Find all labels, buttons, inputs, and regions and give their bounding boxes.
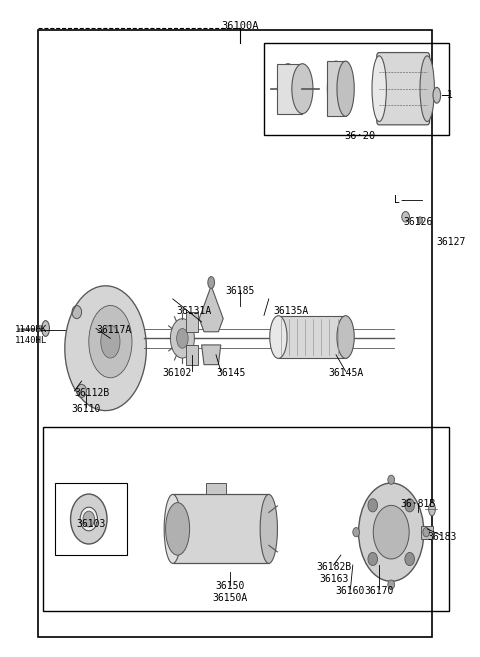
Bar [186, 312, 198, 332]
Ellipse shape [337, 316, 354, 359]
Text: 36163: 36163 [319, 574, 348, 584]
Text: 36126: 36126 [403, 217, 432, 227]
Ellipse shape [277, 64, 299, 114]
Ellipse shape [164, 494, 181, 564]
Bar [206, 482, 226, 495]
Polygon shape [199, 286, 223, 332]
Text: 36170: 36170 [364, 586, 394, 596]
Ellipse shape [71, 494, 107, 544]
Polygon shape [327, 61, 346, 116]
Polygon shape [65, 286, 146, 411]
Ellipse shape [368, 499, 378, 512]
Ellipse shape [292, 64, 313, 114]
Text: 36160: 36160 [336, 586, 365, 596]
Ellipse shape [327, 61, 345, 116]
Ellipse shape [418, 217, 422, 223]
Text: 36127: 36127 [436, 237, 466, 246]
Ellipse shape [337, 61, 354, 116]
Ellipse shape [101, 325, 120, 358]
Ellipse shape [405, 499, 414, 512]
Ellipse shape [170, 319, 194, 358]
Ellipse shape [177, 328, 188, 348]
Text: 36150A: 36150A [213, 593, 248, 603]
Ellipse shape [372, 56, 386, 122]
Ellipse shape [373, 505, 409, 559]
Ellipse shape [260, 494, 277, 564]
Ellipse shape [388, 580, 395, 589]
Text: 36117A: 36117A [96, 325, 131, 335]
Bar [421, 526, 433, 539]
Ellipse shape [332, 76, 340, 102]
Ellipse shape [388, 475, 395, 484]
Ellipse shape [166, 503, 190, 555]
Text: 36131A: 36131A [176, 306, 211, 315]
Ellipse shape [80, 507, 97, 531]
Polygon shape [277, 64, 302, 114]
Text: 1140HK: 1140HK [14, 325, 47, 334]
Text: 36150: 36150 [216, 581, 245, 591]
Text: 36135A: 36135A [274, 306, 309, 315]
Text: L-: L- [394, 195, 405, 206]
Ellipse shape [89, 306, 132, 378]
Text: 1140HL: 1140HL [14, 336, 47, 346]
Ellipse shape [270, 316, 287, 359]
Bar [173, 494, 269, 563]
Ellipse shape [72, 306, 82, 319]
Ellipse shape [208, 277, 215, 288]
Ellipse shape [433, 87, 441, 103]
Polygon shape [278, 316, 346, 359]
Text: 36183: 36183 [427, 532, 456, 542]
Text: 36110: 36110 [72, 404, 101, 414]
Text: 36185: 36185 [225, 286, 255, 296]
FancyBboxPatch shape [377, 53, 430, 125]
Text: 36145A: 36145A [328, 368, 363, 378]
Text: 36112B: 36112B [74, 388, 109, 397]
Ellipse shape [405, 553, 414, 566]
Bar [186, 345, 198, 365]
Ellipse shape [423, 528, 430, 537]
Text: 1: 1 [446, 90, 452, 101]
Text: 36·20: 36·20 [344, 131, 376, 141]
Ellipse shape [402, 212, 409, 222]
Ellipse shape [77, 384, 86, 397]
Text: 36103: 36103 [76, 519, 106, 529]
Ellipse shape [368, 553, 378, 566]
Text: 36182B: 36182B [316, 562, 351, 572]
Text: 36·81B: 36·81B [400, 499, 435, 509]
Ellipse shape [353, 528, 360, 537]
Polygon shape [202, 345, 221, 365]
Ellipse shape [429, 503, 435, 516]
Text: 36102: 36102 [163, 368, 192, 378]
Text: 36145: 36145 [216, 368, 245, 378]
Ellipse shape [359, 483, 424, 581]
Text: 36100A: 36100A [221, 21, 259, 31]
Ellipse shape [420, 56, 434, 122]
Ellipse shape [42, 321, 49, 336]
Ellipse shape [83, 511, 95, 527]
